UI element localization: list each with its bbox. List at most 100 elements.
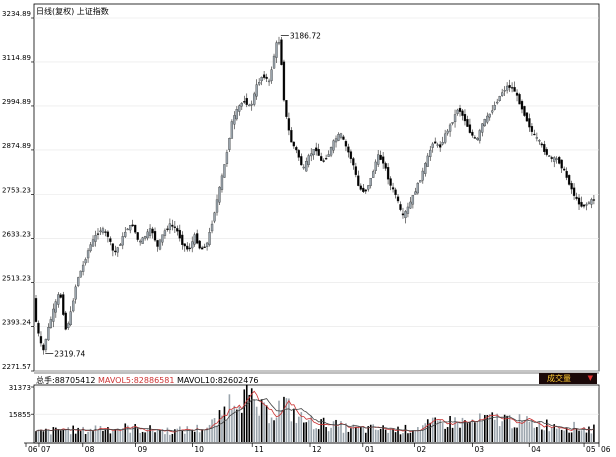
volume-bar xyxy=(179,426,181,442)
volume-bar xyxy=(107,427,109,442)
candle-body xyxy=(84,259,87,264)
volume-bar xyxy=(285,398,288,442)
volume-bar xyxy=(117,428,119,442)
volume-bar xyxy=(263,402,265,442)
volume-bar xyxy=(270,417,273,442)
candle-body xyxy=(439,144,442,148)
candle-body xyxy=(72,300,75,312)
price-tick-label: 2393.24 xyxy=(2,318,31,326)
volume-bar xyxy=(124,423,127,442)
candle-body xyxy=(463,113,467,122)
candle-body xyxy=(315,147,318,152)
candle-body xyxy=(54,301,57,313)
candle-body xyxy=(458,108,462,112)
candle-body xyxy=(44,338,48,350)
candle-body xyxy=(441,142,444,145)
candle-body xyxy=(562,168,566,171)
volume-tick-label: 31373 xyxy=(9,384,31,392)
candle-body xyxy=(362,187,365,192)
candle-body xyxy=(411,195,415,205)
candle-body xyxy=(134,224,137,233)
volume-bar xyxy=(580,430,583,442)
candle-body xyxy=(143,236,147,239)
volume-bar xyxy=(325,427,327,442)
volume-bar xyxy=(469,421,471,442)
candle-body xyxy=(510,87,514,89)
date-tick-label: 01 xyxy=(365,445,375,454)
candle-body xyxy=(230,121,234,139)
volume-bar xyxy=(221,415,223,442)
volume-bar xyxy=(417,427,419,442)
candle-body xyxy=(99,230,102,233)
candle-body xyxy=(592,199,596,201)
candle-body xyxy=(357,175,360,186)
volume-bar xyxy=(461,417,464,442)
volume-bar xyxy=(208,424,211,442)
volume-bar xyxy=(102,430,104,442)
candle-body xyxy=(300,156,303,166)
volume-bar xyxy=(126,425,129,442)
candle-body xyxy=(414,191,417,195)
volume-bar xyxy=(531,419,533,442)
volume-bar xyxy=(555,428,558,442)
candle-body xyxy=(565,170,568,178)
volume-bar xyxy=(166,427,169,442)
candle-body xyxy=(582,204,586,207)
volume-indicator-selector[interactable]: 成交量 ▼ xyxy=(539,373,597,384)
volume-bar xyxy=(164,434,166,442)
volume-bar xyxy=(149,425,151,442)
volume-bar xyxy=(543,430,546,442)
volume-bar xyxy=(283,396,285,442)
volume-bar xyxy=(119,430,122,442)
candle-body xyxy=(466,119,469,127)
candle-body xyxy=(79,270,82,278)
candle-body xyxy=(327,154,330,157)
candle-body xyxy=(96,233,100,235)
candle-body xyxy=(138,240,142,243)
candle-body xyxy=(126,228,129,231)
volume-bar xyxy=(300,412,303,442)
candle-body xyxy=(339,133,343,138)
price-tick-label: 2994.89 xyxy=(2,98,31,106)
volume-bar xyxy=(260,399,263,442)
date-axis: 06 07 08 09 10 11 12 01 02 03 04 05 06 xyxy=(24,442,611,454)
candle-body xyxy=(191,241,194,249)
volume-bar xyxy=(585,432,588,442)
candle-body xyxy=(153,231,157,241)
candle-body xyxy=(344,141,348,147)
volume-bar xyxy=(330,427,332,442)
candle-body xyxy=(329,147,333,156)
volume-legend: 总手:88705412 MAVOL5:82886581 MAVOL10:8260… xyxy=(36,375,259,386)
volume-bar xyxy=(523,419,526,442)
volume-bar xyxy=(521,420,523,442)
candle-body xyxy=(426,155,429,167)
volume-bar xyxy=(501,421,503,442)
candle-body xyxy=(59,294,62,298)
candle-body xyxy=(493,105,496,110)
price-gridlines xyxy=(34,17,599,372)
volume-bar xyxy=(193,431,196,442)
candle-body xyxy=(67,323,70,329)
candle-body xyxy=(158,239,162,250)
volume-bar xyxy=(536,427,538,442)
volume-bar xyxy=(545,419,548,442)
candle-body xyxy=(295,147,298,151)
candle-body xyxy=(384,163,387,169)
candle-body xyxy=(52,308,55,322)
candle-body xyxy=(34,298,38,322)
candle-body xyxy=(193,234,196,245)
candle-body xyxy=(106,231,110,237)
volume-bar xyxy=(121,428,124,442)
high-price-label: 3186.72 xyxy=(290,32,321,41)
volume-bar xyxy=(241,412,243,442)
candle-body xyxy=(272,55,276,69)
volume-bar xyxy=(553,424,556,442)
candle-body xyxy=(419,180,422,183)
volume-bar xyxy=(320,419,322,442)
candle-body xyxy=(481,123,484,133)
volume-bar xyxy=(64,429,67,442)
candle-body xyxy=(580,201,583,207)
candle-body xyxy=(129,225,132,231)
date-tick-label: 03 xyxy=(474,445,484,454)
